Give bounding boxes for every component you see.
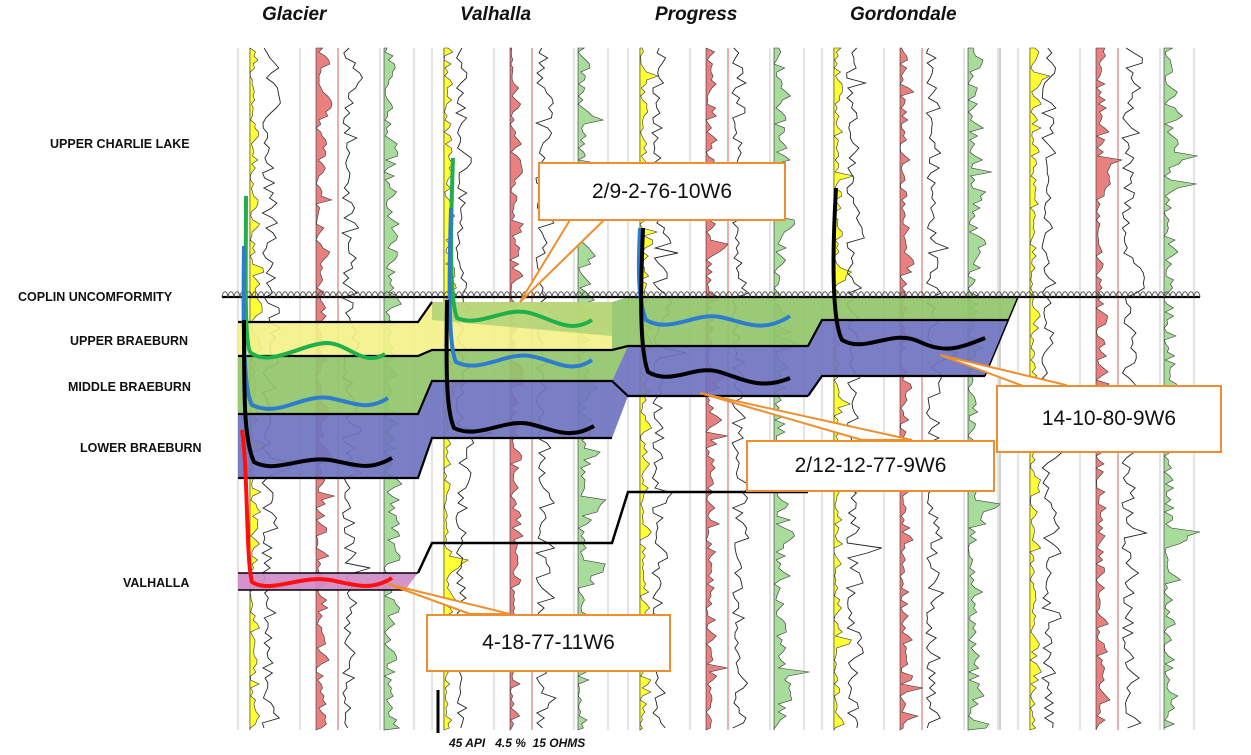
middle-braeburn-connector-1 [418, 350, 432, 414]
field-title-valhalla: Valhalla [460, 4, 532, 25]
formation-label-lower-braeburn: LOWER BRAEBURN [80, 441, 202, 455]
lower-braeburn-base-line [238, 436, 612, 480]
middle-braeburn-zone-valhalla [432, 350, 612, 381]
callout-pointer-2-12-12-77-9w6 [699, 392, 913, 441]
coplin-unconformity-line [221, 291, 1201, 299]
field-title-progress: Progress [655, 4, 738, 25]
formation-label-coplin-unconformity: COPLIN UNCOMFORMITY [18, 290, 173, 304]
lower-braeburn-connector-2 [612, 346, 628, 438]
upper-braeburn-base-line [238, 318, 1008, 358]
middle-braeburn-zone-progress [628, 297, 808, 346]
glacier-black-well-path [242, 319, 394, 469]
resistivity-fill-3 [967, 47, 1002, 731]
upper-braeburn-connector-1 [418, 302, 432, 356]
middle-braeburn-connector-3 [808, 297, 822, 346]
progress-black-well-path [639, 227, 791, 386]
gamma-ray-trace-3 [845, 47, 882, 729]
porosity-fill-3 [899, 47, 924, 731]
lower-braeburn-zone-valhalla [432, 381, 612, 438]
gordondale-zone-edge-line [984, 296, 1019, 377]
well-callout-14-10-80-9w6: 14-10-80-9W6 [996, 385, 1222, 453]
glacier-red-well-path [240, 429, 394, 588]
log-scale-label: 45 API 4.5 % 15 OHMS [449, 736, 586, 750]
correlation-lines [238, 296, 1019, 591]
resistivity-trace-3 [925, 47, 960, 729]
callout-pointer-2-9-2-76-10w6 [519, 219, 607, 303]
valhalla-marker-line [416, 490, 808, 574]
valhalla-black-well-path [444, 299, 596, 436]
glacier-green-well-path [243, 195, 387, 361]
middle-braeburn-connector-2 [612, 297, 628, 381]
well-callout-2-9-2-76-10w6: 2/9-2-76-10W6 [538, 162, 786, 221]
gordondale-black-well-path [831, 187, 986, 351]
well-callout-2-12-12-77-9w6: 2/12-12-77-9W6 [746, 440, 995, 492]
middle-braeburn-zone-glacier [238, 356, 418, 414]
valhalla-blue-well-path [447, 207, 594, 369]
field-title-gordondale: Gordondale [850, 4, 957, 25]
middle-braeburn-zone-gordondale [822, 297, 1018, 320]
lower-braeburn-connector-1 [418, 381, 432, 478]
formation-label-valhalla: VALHALLA [123, 576, 190, 590]
lower-braeburn-zone-glacier [238, 414, 418, 478]
field-title-glacier: Glacier [262, 4, 327, 25]
formation-label-upper-charlie-lake: UPPER CHARLIE LAKE [50, 137, 190, 151]
upper-braeburn-zone-glacier [238, 322, 418, 356]
gamma-ray-fill-3 [833, 47, 854, 732]
middle-braeburn-base-line [238, 379, 808, 416]
horizontal-well-paths [240, 157, 986, 733]
upper-braeburn-top-line [238, 301, 433, 324]
lower-braeburn-connector-3 [808, 320, 822, 396]
formation-label-upper-braeburn: UPPER BRAEBURN [70, 334, 189, 348]
progress-blue-well-path [636, 227, 792, 328]
formation-label-middle-braeburn: MIDDLE BRAEBURN [68, 380, 191, 394]
unconformity-coil [221, 291, 1201, 298]
middle-braeburn-base-line-east [807, 374, 985, 397]
well-callout-4-18-77-11w6: 4-18-77-11W6 [426, 614, 671, 672]
upper-braeburn-wedge-valhalla [432, 302, 612, 336]
callout-pointers [387, 219, 1067, 615]
